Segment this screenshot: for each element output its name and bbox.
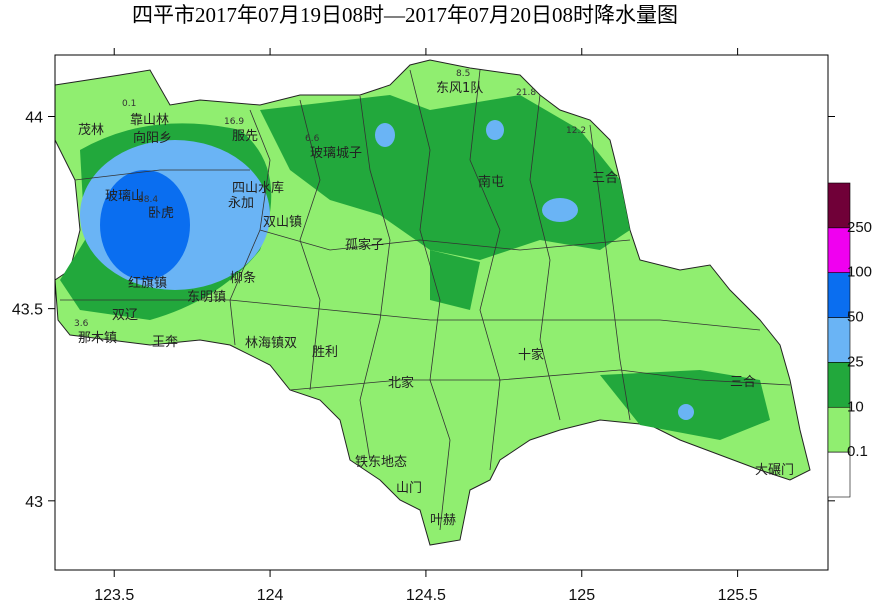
place-label: 玻璃山 xyxy=(105,189,144,204)
station-value: 0.1 xyxy=(122,99,136,109)
rain-area xyxy=(678,404,694,420)
place-label: 叶赫 xyxy=(430,513,456,528)
colorbar-label: 10 xyxy=(847,398,864,415)
station-value: 21.8 xyxy=(516,88,536,98)
x-tick-label: 124.5 xyxy=(406,587,446,604)
station-value: 3.6 xyxy=(74,319,89,329)
place-label: 柳条 xyxy=(230,270,256,286)
place-label: 东风1队 xyxy=(436,81,483,96)
place-label: 茂林 xyxy=(78,123,104,138)
place-label: 卧虎 xyxy=(148,206,174,221)
x-tick-label: 125.5 xyxy=(718,587,758,604)
place-label: 山门 xyxy=(396,481,422,496)
title: 四平市2017年07月19日08时—2017年07月20日08时降水量图 xyxy=(132,3,678,27)
y-tick-label: 44 xyxy=(25,109,43,126)
rain-area xyxy=(486,120,504,140)
place-label: 大碾门 xyxy=(755,463,794,478)
axes: 123.5 124 124.5 125 125.5 43 43.5 44 xyxy=(12,48,835,604)
place-label: 十家 xyxy=(518,347,544,363)
place-label: 玻璃城子 xyxy=(310,146,362,161)
place-label: 靠山林 xyxy=(130,113,169,128)
place-label: 北家 xyxy=(388,375,414,391)
y-tick-label: 43.5 xyxy=(12,302,43,319)
colorbar-label: 50 xyxy=(847,309,864,326)
place-label: 永加 xyxy=(228,196,254,211)
place-label: 向阳乡 xyxy=(133,130,172,146)
place-label: 胜利 xyxy=(312,345,338,360)
colorbar-segment xyxy=(827,451,851,498)
map-area: 茂林 靠山林 向阳乡 玻璃山 卧虎 四山水库 永加 服先 红旗镇 东明镇 柳条 … xyxy=(54,55,828,570)
rain-area xyxy=(375,123,395,147)
place-label: 孤家子 xyxy=(345,237,384,253)
colorbar-label: 100 xyxy=(847,264,872,281)
rain-band xyxy=(260,95,630,260)
colorbar-label: 0.1 xyxy=(847,443,868,460)
place-label: 四山水库 xyxy=(232,180,284,196)
place-label: 双山镇 xyxy=(263,215,302,230)
place-label: 王奔 xyxy=(152,335,178,350)
x-tick-label: 125 xyxy=(568,587,595,604)
place-label: 服先 xyxy=(232,129,258,144)
x-tick-label: 124 xyxy=(257,587,284,604)
station-value: 88.4 xyxy=(138,195,158,205)
place-label: 三合 xyxy=(730,375,756,390)
place-label: 南屯 xyxy=(478,174,504,190)
place-label: 红旗镇 xyxy=(128,275,167,291)
x-tick-label: 123.5 xyxy=(94,587,134,604)
station-value: 8.5 xyxy=(456,69,470,79)
place-label: 三合 xyxy=(592,171,618,186)
colorbar-label: 25 xyxy=(847,353,864,370)
rain-area xyxy=(542,198,578,222)
station-value: 12.2 xyxy=(566,126,586,136)
place-label: 东明镇 xyxy=(187,290,226,305)
place-label: 林海镇双 xyxy=(245,336,297,351)
y-tick-label: 43 xyxy=(25,494,43,511)
place-label: 那木镇 xyxy=(78,331,117,346)
rain-area xyxy=(100,170,190,280)
station-value: 6.6 xyxy=(305,134,320,144)
colorbar-label: 250 xyxy=(847,219,872,236)
place-label: 铁东地态 xyxy=(355,455,407,470)
colorbar: 250 100 50 25 10 0.1 xyxy=(827,182,872,498)
rain-band xyxy=(430,250,480,310)
borders xyxy=(60,69,791,531)
station-value: 16.9 xyxy=(224,117,244,127)
place-label: 双辽 xyxy=(112,308,138,323)
